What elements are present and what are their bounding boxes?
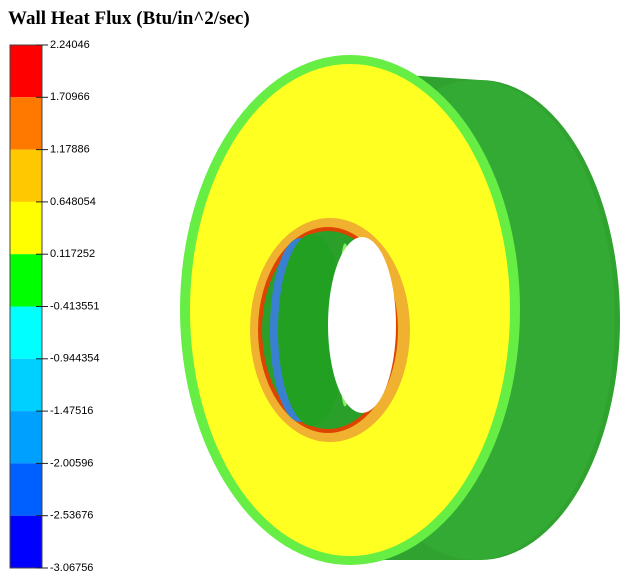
color-band xyxy=(10,254,42,306)
legend-label: 0.117252 xyxy=(50,248,95,260)
legend-label: 1.70966 xyxy=(50,91,90,103)
legend-label: 2.24046 xyxy=(50,39,90,51)
color-band xyxy=(10,202,42,254)
legend-label: -0.944354 xyxy=(50,353,100,365)
model xyxy=(180,55,620,565)
color-band xyxy=(10,463,42,515)
hole-opening xyxy=(328,237,396,413)
title: Wall Heat Flux (Btu/in^2/sec) xyxy=(8,8,250,29)
legend-label: -3.06756 xyxy=(50,562,93,574)
color-band xyxy=(10,307,42,359)
legend-label: -2.00596 xyxy=(50,457,93,469)
legend-label: -1.47516 xyxy=(50,405,93,417)
color-band xyxy=(10,411,42,463)
legend-label: 1.17886 xyxy=(50,144,90,156)
colorbar: 2.24046 1.70966 1.17886 0.648054 0.117252 -0.… xyxy=(10,39,100,574)
color-band xyxy=(10,150,42,202)
color-band xyxy=(10,97,42,149)
legend-label: 0.648054 xyxy=(50,196,96,208)
color-band xyxy=(10,45,42,97)
legend-label: -0.413551 xyxy=(50,300,100,312)
legend-label: -2.53676 xyxy=(50,510,93,522)
color-band xyxy=(10,516,42,568)
screenshot: Wall Heat Flux (Btu/in^2/sec) 2.24046 1.7… xyxy=(0,0,629,577)
color-band xyxy=(10,359,42,411)
